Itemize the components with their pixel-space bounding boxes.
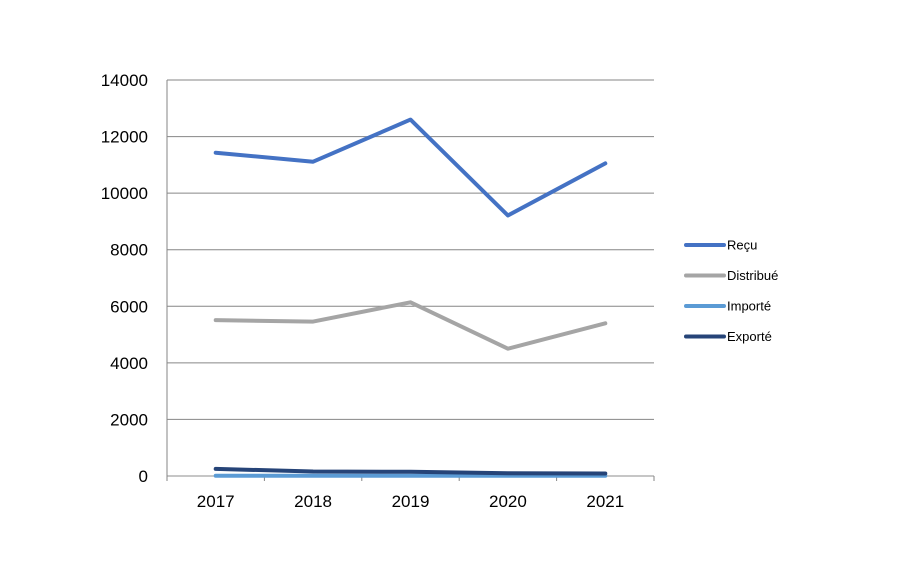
- series-line-1: [213, 300, 608, 351]
- gridlines: [167, 79, 654, 477]
- y-tick-label: 10000: [101, 184, 148, 203]
- y-tick-label: 14000: [101, 71, 148, 90]
- y-tick-label: 12000: [101, 128, 148, 147]
- x-tick-label-2021: 2021: [586, 492, 624, 511]
- x-tick-label-2020: 2020: [489, 492, 527, 511]
- y-tick-label: 2000: [110, 410, 148, 429]
- legend-label-0: Reçu: [727, 238, 757, 253]
- y-tick-label: 6000: [110, 297, 148, 316]
- series-line-0: [213, 117, 608, 218]
- x-tick-label-2019: 2019: [392, 492, 430, 511]
- x-tick-label-2017: 2017: [197, 492, 235, 511]
- legend-label-1: Distribué: [727, 268, 778, 283]
- legend-label-3: Exporté: [727, 329, 772, 344]
- x-tick-label-2018: 2018: [294, 492, 332, 511]
- y-tick-label: 8000: [110, 241, 148, 260]
- legend-label-2: Importé: [727, 299, 771, 314]
- series-lines: [213, 117, 608, 478]
- y-tick-label: 4000: [110, 354, 148, 373]
- legend: Reçu Distribué Importé Exporté: [684, 238, 778, 344]
- y-tick-label: 0: [139, 467, 148, 486]
- series-line-3: [213, 466, 608, 476]
- axes: 0 2000 4000 6000 8000 10000 12000 14000 2017 2018…: [101, 71, 655, 511]
